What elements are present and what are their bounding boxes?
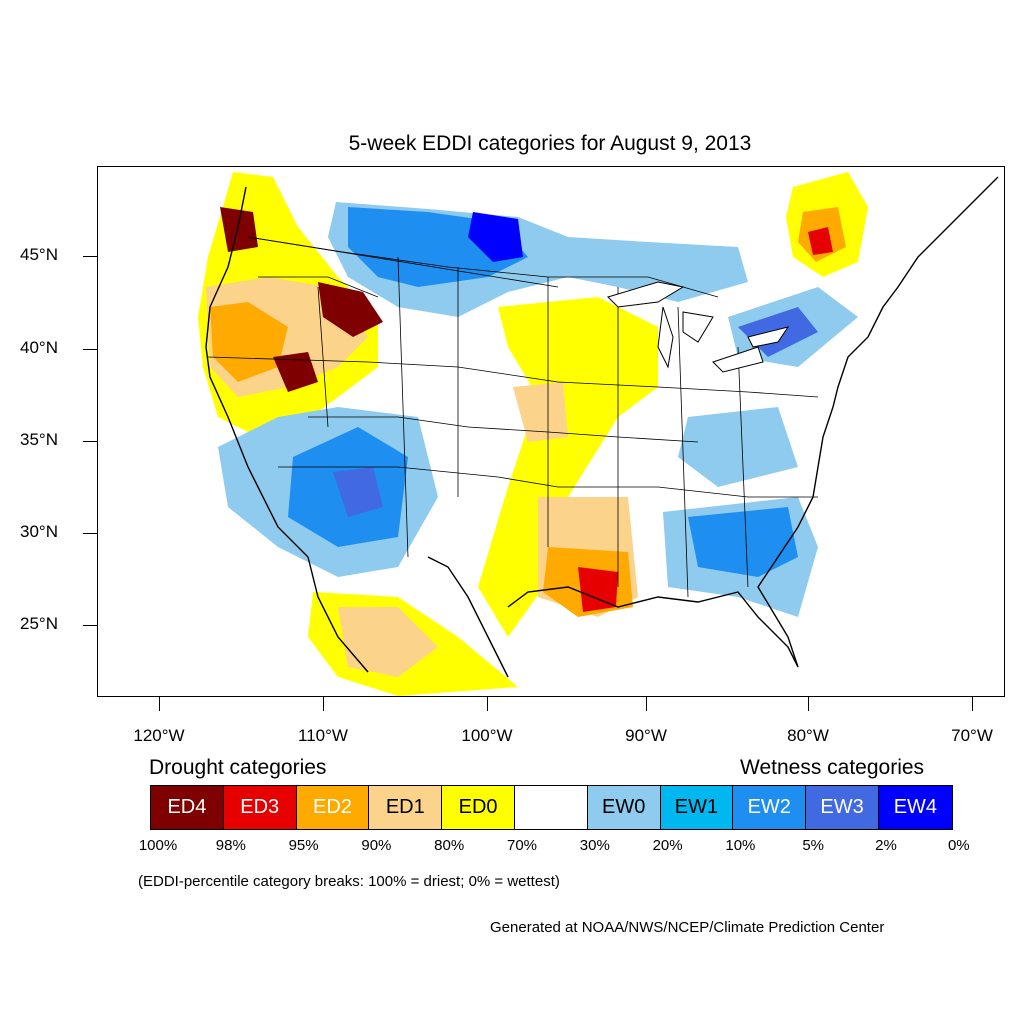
lon-label-80: 80°W — [787, 726, 829, 745]
dry-region-quebec-peak — [808, 227, 833, 255]
lon-label-70: 70°W — [951, 726, 993, 745]
lat-tick — [83, 256, 97, 257]
percentile-break-label: 70% — [506, 837, 538, 854]
wet-region-canada-peak — [468, 212, 523, 262]
category-box: ED2 — [296, 786, 370, 829]
lat-label-35: 35°N — [20, 430, 58, 449]
lon-label-90: 90°W — [625, 726, 667, 745]
category-box: EW0 — [587, 786, 661, 829]
category-box: ED4 — [151, 786, 224, 829]
category-box: ED3 — [223, 786, 297, 829]
category-box: EW3 — [806, 786, 879, 829]
drought-heading: Drought categories — [149, 756, 327, 779]
dry-region-oregon — [220, 207, 258, 252]
category-box — [514, 786, 588, 829]
category-box: ED0 — [442, 786, 515, 829]
lon-label-120: 120°W — [133, 726, 185, 745]
lat-tick — [83, 625, 97, 626]
lon-tick — [323, 697, 324, 711]
percentile-break-label: 100% — [138, 837, 178, 854]
lat-label-25: 25°N — [20, 614, 58, 633]
category-box: EW1 — [660, 786, 734, 829]
category-box: EW4 — [878, 786, 952, 829]
wet-region-southwest-peak — [333, 467, 383, 517]
lon-tick — [808, 697, 809, 711]
lon-tick — [646, 697, 647, 711]
eddi-map-panel — [97, 166, 1005, 697]
category-box: ED1 — [369, 786, 443, 829]
lon-tick — [487, 697, 488, 711]
wet-region-southeast-core — [688, 507, 798, 577]
state-borders — [207, 236, 819, 598]
dry-region-plains — [478, 297, 658, 637]
percentile-break-label: 5% — [802, 837, 825, 854]
percentile-break-label: 2% — [875, 837, 897, 854]
lon-label-100: 100°W — [461, 726, 513, 745]
category-box: EW2 — [733, 786, 807, 829]
dry-region-idaho — [318, 282, 383, 337]
percentile-break-label: 0% — [947, 837, 970, 854]
lon-label-110: 110°W — [298, 726, 348, 745]
lat-label-40: 40°N — [20, 338, 58, 357]
lat-tick — [83, 441, 97, 442]
lat-label-45: 45°N — [20, 245, 58, 264]
percentile-break-label: 20% — [652, 837, 683, 854]
lat-tick — [83, 349, 97, 350]
map-title: 5-week EDDI categories for August 9, 201… — [348, 132, 752, 155]
great-lakes — [607, 281, 790, 373]
lat-tick — [83, 533, 97, 534]
eddi-map — [198, 172, 999, 696]
coastline — [205, 176, 999, 678]
percentile-break-label: 30% — [579, 837, 610, 854]
percentile-break-label: 90% — [361, 837, 392, 854]
percentile-break-label: 10% — [725, 837, 756, 854]
wet-region-appalachia — [678, 407, 798, 487]
dry-region-plains-ed1 — [513, 382, 568, 442]
dry-region-louisiana-ed3 — [578, 567, 618, 612]
lat-label-30: 30°N — [20, 522, 58, 541]
percentile-break-label: 98% — [215, 837, 246, 854]
dry-region-west-ed2 — [210, 302, 288, 382]
percentile-break-label: 80% — [434, 837, 465, 854]
dry-region-mexico-ed1 — [338, 607, 438, 677]
lon-tick — [159, 697, 160, 711]
lon-tick — [972, 697, 973, 711]
percentile-break-label: 95% — [288, 837, 319, 854]
category-note: (EDDI-percentile category breaks: 100% =… — [138, 873, 560, 890]
dry-region-nevada — [273, 352, 318, 392]
credit-line: Generated at NOAA/NWS/NCEP/Climate Predi… — [490, 919, 885, 936]
category-colorbar: ED4 ED3 ED2 ED1 ED0 EW0 EW1 EW2 EW3 EW4 — [150, 785, 953, 830]
wetness-heading: Wetness categories — [740, 756, 925, 779]
